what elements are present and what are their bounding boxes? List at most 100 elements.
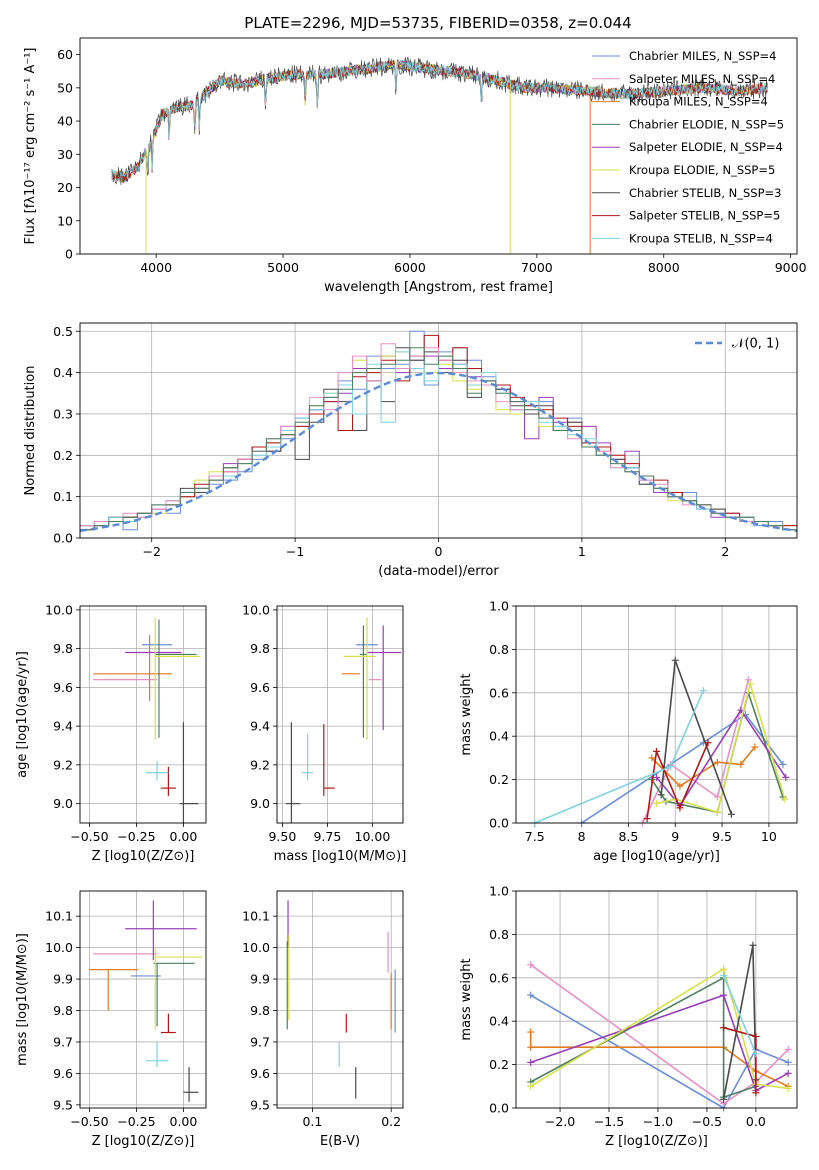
legend-label: Kroupa STELIB, N_SSP=4: [629, 231, 773, 245]
error-bar-point: [359, 625, 367, 738]
weight-marker: [527, 991, 535, 999]
x-tick-label: 9.75: [313, 829, 341, 844]
weight-series-line: [530, 994, 789, 1108]
y-tick-label: 0: [65, 247, 73, 262]
weight-marker: [784, 1058, 792, 1066]
x-tick-label: 2: [721, 544, 729, 559]
axes-age_weight: 7.5 8 8.5 9 9.5 10 0.0 0.2 0.4 0.6 0.8 1.0 age [log1…: [459, 599, 797, 864]
y-tick-label: 9.9: [53, 972, 73, 987]
error-bar-point: [154, 947, 203, 1030]
y-axis-label: Flux [fλ10⁻¹⁷ erg cm⁻² s⁻¹ A⁻¹]: [23, 48, 38, 245]
y-tick-label: 9.4: [250, 719, 270, 734]
y-tick-label: 9.8: [53, 1003, 73, 1018]
x-tick-label: 9: [671, 829, 679, 844]
y-axis-label: age [log10(age/yr)]: [15, 651, 30, 778]
error-bar-point: [183, 1067, 199, 1102]
y-tick-label: 10.0: [45, 602, 73, 617]
weight-marker: [653, 799, 660, 807]
y-tick-label: 0.6: [489, 970, 509, 985]
y-tick-label: 9.4: [53, 719, 73, 734]
legend-label: Chabrier ELODIE, N_SSP=5: [629, 117, 784, 131]
axes-mass_age: 9.50 9.75 10.00 9.0 9.2 9.4 9.6 9.8 10.0 mass [lo…: [242, 602, 406, 864]
error-bar-point: [160, 1013, 176, 1034]
x-tick-label: −2.0: [545, 1114, 575, 1129]
weight-marker: [744, 676, 752, 684]
y-tick-label: 9.7: [250, 1034, 270, 1049]
x-tick-label: 1: [578, 544, 586, 559]
y-tick-label: 0.0: [53, 531, 73, 546]
weight-series-line: [646, 742, 709, 819]
y-tick-label: 0.4: [489, 1014, 509, 1029]
weight-marker: [643, 815, 651, 823]
x-tick-label: 6000: [394, 260, 426, 275]
x-axis-label: wavelength [Angstrom, rest frame]: [324, 280, 553, 295]
weight-marker: [699, 687, 707, 695]
error-bar-point: [343, 617, 376, 740]
weight-marker: [781, 795, 789, 803]
y-axis-label: mass weight: [459, 673, 474, 755]
error-bar-point: [323, 724, 335, 796]
plot-frame: [79, 605, 207, 824]
x-tick-label: −0.5: [692, 1114, 722, 1129]
axes-z_age: −0.50 −0.25 0.00 9.0 9.2 9.4 9.6 9.8 10.0 Z [log1…: [15, 602, 206, 864]
y-tick-label: 0.8: [489, 642, 509, 657]
x-tick-label: 0.1: [302, 1114, 322, 1129]
y-tick-label: 9.6: [250, 680, 270, 695]
x-axis-label: Z [log10(Z/Z⊙)]: [605, 1134, 708, 1149]
error-bar-point: [179, 722, 199, 823]
weight-marker: [667, 763, 675, 771]
y-tick-label: 9.2: [250, 757, 270, 772]
y-tick-label: 0.1: [53, 489, 73, 504]
y-tick-label: 9.6: [250, 1066, 270, 1081]
y-tick-label: 10.1: [45, 909, 73, 924]
plot-frame: [276, 605, 404, 824]
plot-frame: [515, 890, 798, 1109]
weight-marker: [784, 1045, 792, 1053]
weight-marker: [737, 760, 745, 768]
weight-series-line: [722, 975, 757, 1055]
weight-marker: [648, 754, 656, 762]
error-bar-point: [89, 969, 139, 1011]
y-tick-label: 60: [57, 47, 73, 62]
y-tick-label: 0.6: [489, 685, 509, 700]
y-tick-label: 10.0: [45, 940, 73, 955]
weight-marker: [676, 782, 684, 790]
x-tick-label: 7.5: [525, 829, 545, 844]
y-axis-label: mass [log10(M/M⊙)]: [15, 933, 30, 1066]
x-tick-label: 9.5: [712, 829, 732, 844]
error-bar-point: [155, 619, 197, 738]
y-tick-label: 30: [57, 147, 73, 162]
legend-label: Kroupa MILES, N_SSP=4: [629, 95, 768, 109]
x-tick-label: −0.25: [117, 1114, 155, 1129]
y-tick-label: 10.0: [242, 602, 270, 617]
weight-marker: [779, 760, 787, 768]
x-tick-label: 5000: [267, 260, 299, 275]
weight-series-line: [581, 713, 784, 823]
y-tick-label: 0.3: [53, 406, 73, 421]
y-tick-label: 9.0: [250, 796, 270, 811]
legend-label: Salpeter ELODIE, N_SSP=4: [629, 140, 783, 154]
weight-series-line: [530, 964, 789, 1105]
y-tick-label: 0.4: [489, 729, 509, 744]
y-tick-label: 0.2: [53, 448, 73, 463]
weight-marker: [527, 1028, 535, 1036]
y-tick-label: 20: [57, 180, 73, 195]
weight-series-line: [641, 679, 750, 823]
y-tick-label: 9.8: [250, 1003, 270, 1018]
x-tick-label: 9.50: [268, 829, 296, 844]
weight-marker: [720, 1024, 728, 1032]
error-bar-point: [145, 1041, 169, 1068]
spectrum-line: [111, 59, 768, 183]
x-tick-label: −0.50: [70, 829, 108, 844]
x-tick-label: 4000: [140, 260, 172, 275]
weight-marker: [713, 793, 721, 801]
histogram-series: [80, 347, 797, 531]
y-tick-label: 0.0: [489, 1101, 509, 1116]
error-bar-point: [367, 625, 402, 730]
axes-spectrum: 4000 5000 6000 7000 8000 9000 0 10 20 30 40 50 60 wav…: [23, 47, 807, 295]
error-bar-point: [302, 733, 313, 781]
weight-series-line: [530, 994, 789, 1092]
weight-marker: [782, 773, 790, 781]
error-bar-point: [145, 761, 169, 781]
axes-z_weight: −2.0 −1.5 −1.0 −0.5 0.0 0.0 0.2 0.4 0.6 0.8 1.0 Z […: [459, 884, 797, 1149]
